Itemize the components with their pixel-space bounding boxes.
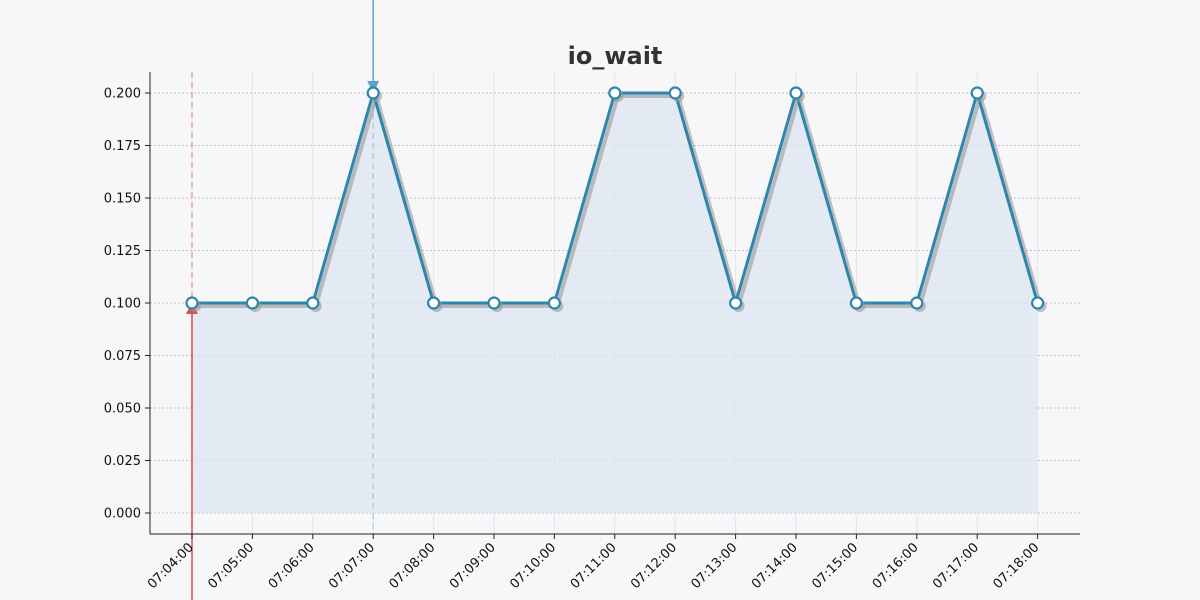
x-tick-label: 07:05:00 — [205, 540, 257, 592]
y-tick-labels: 0.000 0.025 0.050 0.075 0.100 0.125 0.150 0.175… — [104, 87, 141, 522]
x-tick-label: 07:09:00 — [447, 540, 499, 592]
x-tick-label: 07:08:00 — [387, 540, 439, 592]
axes — [145, 72, 1080, 539]
data-point — [487, 296, 501, 310]
data-point — [849, 296, 864, 310]
data-point — [668, 86, 682, 100]
data-point — [366, 86, 380, 100]
x-tick-label: 07:16:00 — [870, 540, 922, 592]
x-tick-label: 07:18:00 — [991, 540, 1043, 592]
y-tick-label: 0.125 — [104, 244, 141, 259]
data-point — [185, 296, 199, 310]
data-point — [427, 296, 441, 310]
data-point — [910, 296, 924, 310]
data-point — [789, 86, 803, 100]
y-tick-label: 0.000 — [104, 507, 141, 522]
x-tick-label: 07:06:00 — [266, 540, 318, 592]
data-point — [245, 296, 259, 310]
x-tick-labels: 07:04:00 07:05:00 07:06:00 07:07:00 07:08:00… — [145, 540, 1042, 592]
x-tick-label: 07:14:00 — [749, 540, 801, 592]
data-points — [185, 86, 1047, 312]
y-tick-label: 0.050 — [104, 402, 141, 417]
x-tick-label: 07:17:00 — [930, 540, 982, 592]
x-tick-label: 07:07:00 — [326, 540, 378, 592]
y-tick-label: 0.075 — [104, 349, 141, 364]
x-tick-label: 07:12:00 — [628, 540, 680, 592]
data-point — [970, 86, 984, 100]
y-tick-label: 0.175 — [104, 139, 141, 154]
y-tick-label: 0.200 — [104, 87, 141, 102]
data-point — [306, 296, 320, 310]
data-point — [608, 86, 622, 100]
data-point — [728, 296, 743, 310]
x-tick-label: 07:15:00 — [809, 540, 861, 592]
y-tick-label: 0.025 — [104, 454, 141, 469]
y-tick-label: 0.100 — [104, 297, 141, 312]
data-point — [547, 296, 562, 310]
x-tick-label: 07:10:00 — [507, 540, 559, 592]
data-point — [1030, 296, 1045, 310]
x-tick-label: 07:11:00 — [568, 540, 620, 592]
y-tick-label: 0.150 — [104, 192, 141, 207]
x-tick-label: 07:13:00 — [689, 540, 741, 592]
x-tick-label: 07:04:00 — [145, 540, 197, 592]
chart-title: io_wait — [568, 42, 663, 70]
